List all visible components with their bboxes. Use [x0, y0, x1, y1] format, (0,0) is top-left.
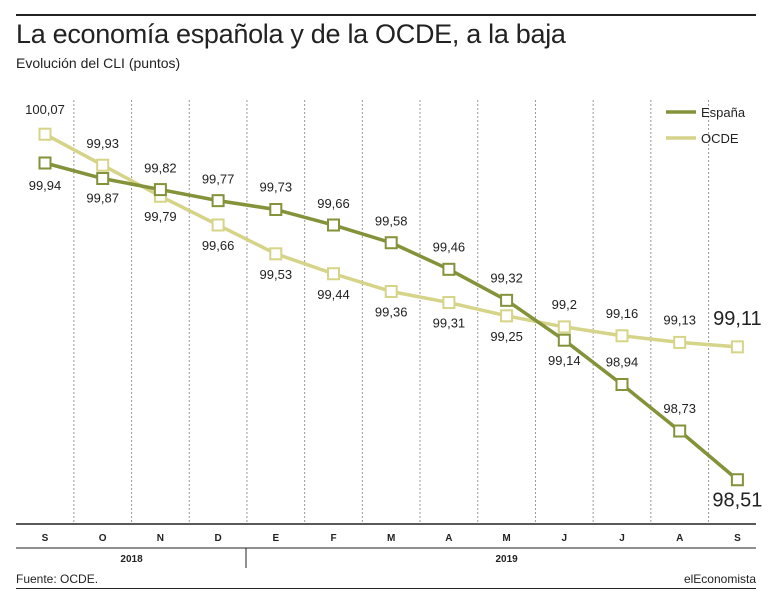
x-tick-label: A: [445, 533, 452, 544]
data-label: 99,14: [548, 353, 581, 368]
data-point-marker: [327, 218, 340, 232]
data-label: 98,94: [606, 355, 639, 370]
data-label: 99,53: [260, 267, 293, 282]
bottom-rule: [16, 588, 756, 589]
x-tick-label: E: [272, 533, 279, 544]
x-tick-label: M: [387, 533, 395, 544]
data-point-marker: [96, 172, 110, 186]
data-label: 100,07: [25, 102, 65, 117]
data-point-marker: [38, 156, 52, 170]
source-note: Fuente: OCDE.: [16, 572, 99, 586]
data-point-marker: [673, 335, 687, 349]
data-point-marker: [442, 296, 456, 310]
data-point-marker: [730, 340, 744, 354]
year-label: 2019: [495, 554, 518, 565]
data-label: 99,66: [317, 196, 350, 211]
data-point-marker: [153, 183, 167, 197]
data-label: 99,77: [202, 172, 235, 187]
data-point-marker: [211, 218, 225, 232]
data-point-marker: [500, 309, 514, 323]
data-label: 99,66: [202, 238, 235, 253]
year-label: 2018: [120, 554, 143, 565]
data-label: 99,58: [375, 214, 408, 229]
data-point-marker: [38, 127, 52, 141]
x-tick-label: J: [562, 533, 568, 544]
data-point-marker: [384, 284, 398, 298]
x-tick-label: M: [502, 533, 510, 544]
chart-title: La economía española y de la OCDE, a la …: [16, 19, 566, 49]
x-tick-label: O: [99, 533, 107, 544]
data-label: 99,25: [490, 329, 523, 344]
x-tick-label: D: [214, 533, 221, 544]
x-tick-label: J: [619, 533, 625, 544]
data-label: 99,73: [260, 180, 293, 195]
data-point-marker: [557, 333, 571, 347]
data-point-marker: [673, 424, 687, 438]
x-tick-label: F: [330, 533, 336, 544]
data-label: 99,87: [86, 191, 119, 206]
data-label: 99,82: [144, 161, 177, 176]
data-label: 99,36: [375, 304, 408, 319]
data-label: 99,94: [29, 178, 62, 193]
data-label: 99,2: [552, 297, 577, 312]
data-point-marker: [384, 236, 398, 250]
top-rule: [16, 14, 756, 16]
data-point-marker: [211, 194, 225, 208]
data-point-marker: [96, 158, 110, 172]
legend-label-espana: España: [701, 105, 746, 120]
data-label: 99,11: [713, 308, 762, 330]
x-tick-label: N: [157, 533, 164, 544]
data-label: 99,46: [433, 239, 466, 254]
legend-label-ocde: OCDE: [701, 131, 739, 146]
x-tick-label: A: [676, 533, 683, 544]
brand-label: elEconomista: [683, 572, 756, 586]
data-label: 99,44: [317, 287, 350, 302]
data-label: 99,79: [144, 209, 177, 224]
data-label: 99,31: [433, 316, 466, 331]
chart-subtitle: Evolución del CLI (puntos): [16, 55, 181, 71]
data-label: 98,51: [712, 490, 762, 512]
data-label: 98,73: [663, 401, 696, 416]
data-point-marker: [557, 320, 571, 334]
data-label: 99,16: [606, 306, 639, 321]
data-point-marker: [615, 329, 629, 343]
data-point-marker: [615, 378, 629, 391]
data-point-marker: [442, 262, 456, 276]
data-point-marker: [327, 267, 340, 281]
data-label: 99,93: [86, 136, 119, 151]
data-label: 99,32: [490, 270, 523, 285]
x-tick-label: S: [42, 533, 49, 544]
data-point-marker: [500, 293, 514, 307]
data-point-marker: [269, 247, 283, 261]
data-label: 99,13: [663, 312, 696, 327]
x-tick-label: S: [734, 533, 741, 544]
data-point-marker: [730, 473, 744, 487]
data-point-marker: [269, 203, 283, 217]
